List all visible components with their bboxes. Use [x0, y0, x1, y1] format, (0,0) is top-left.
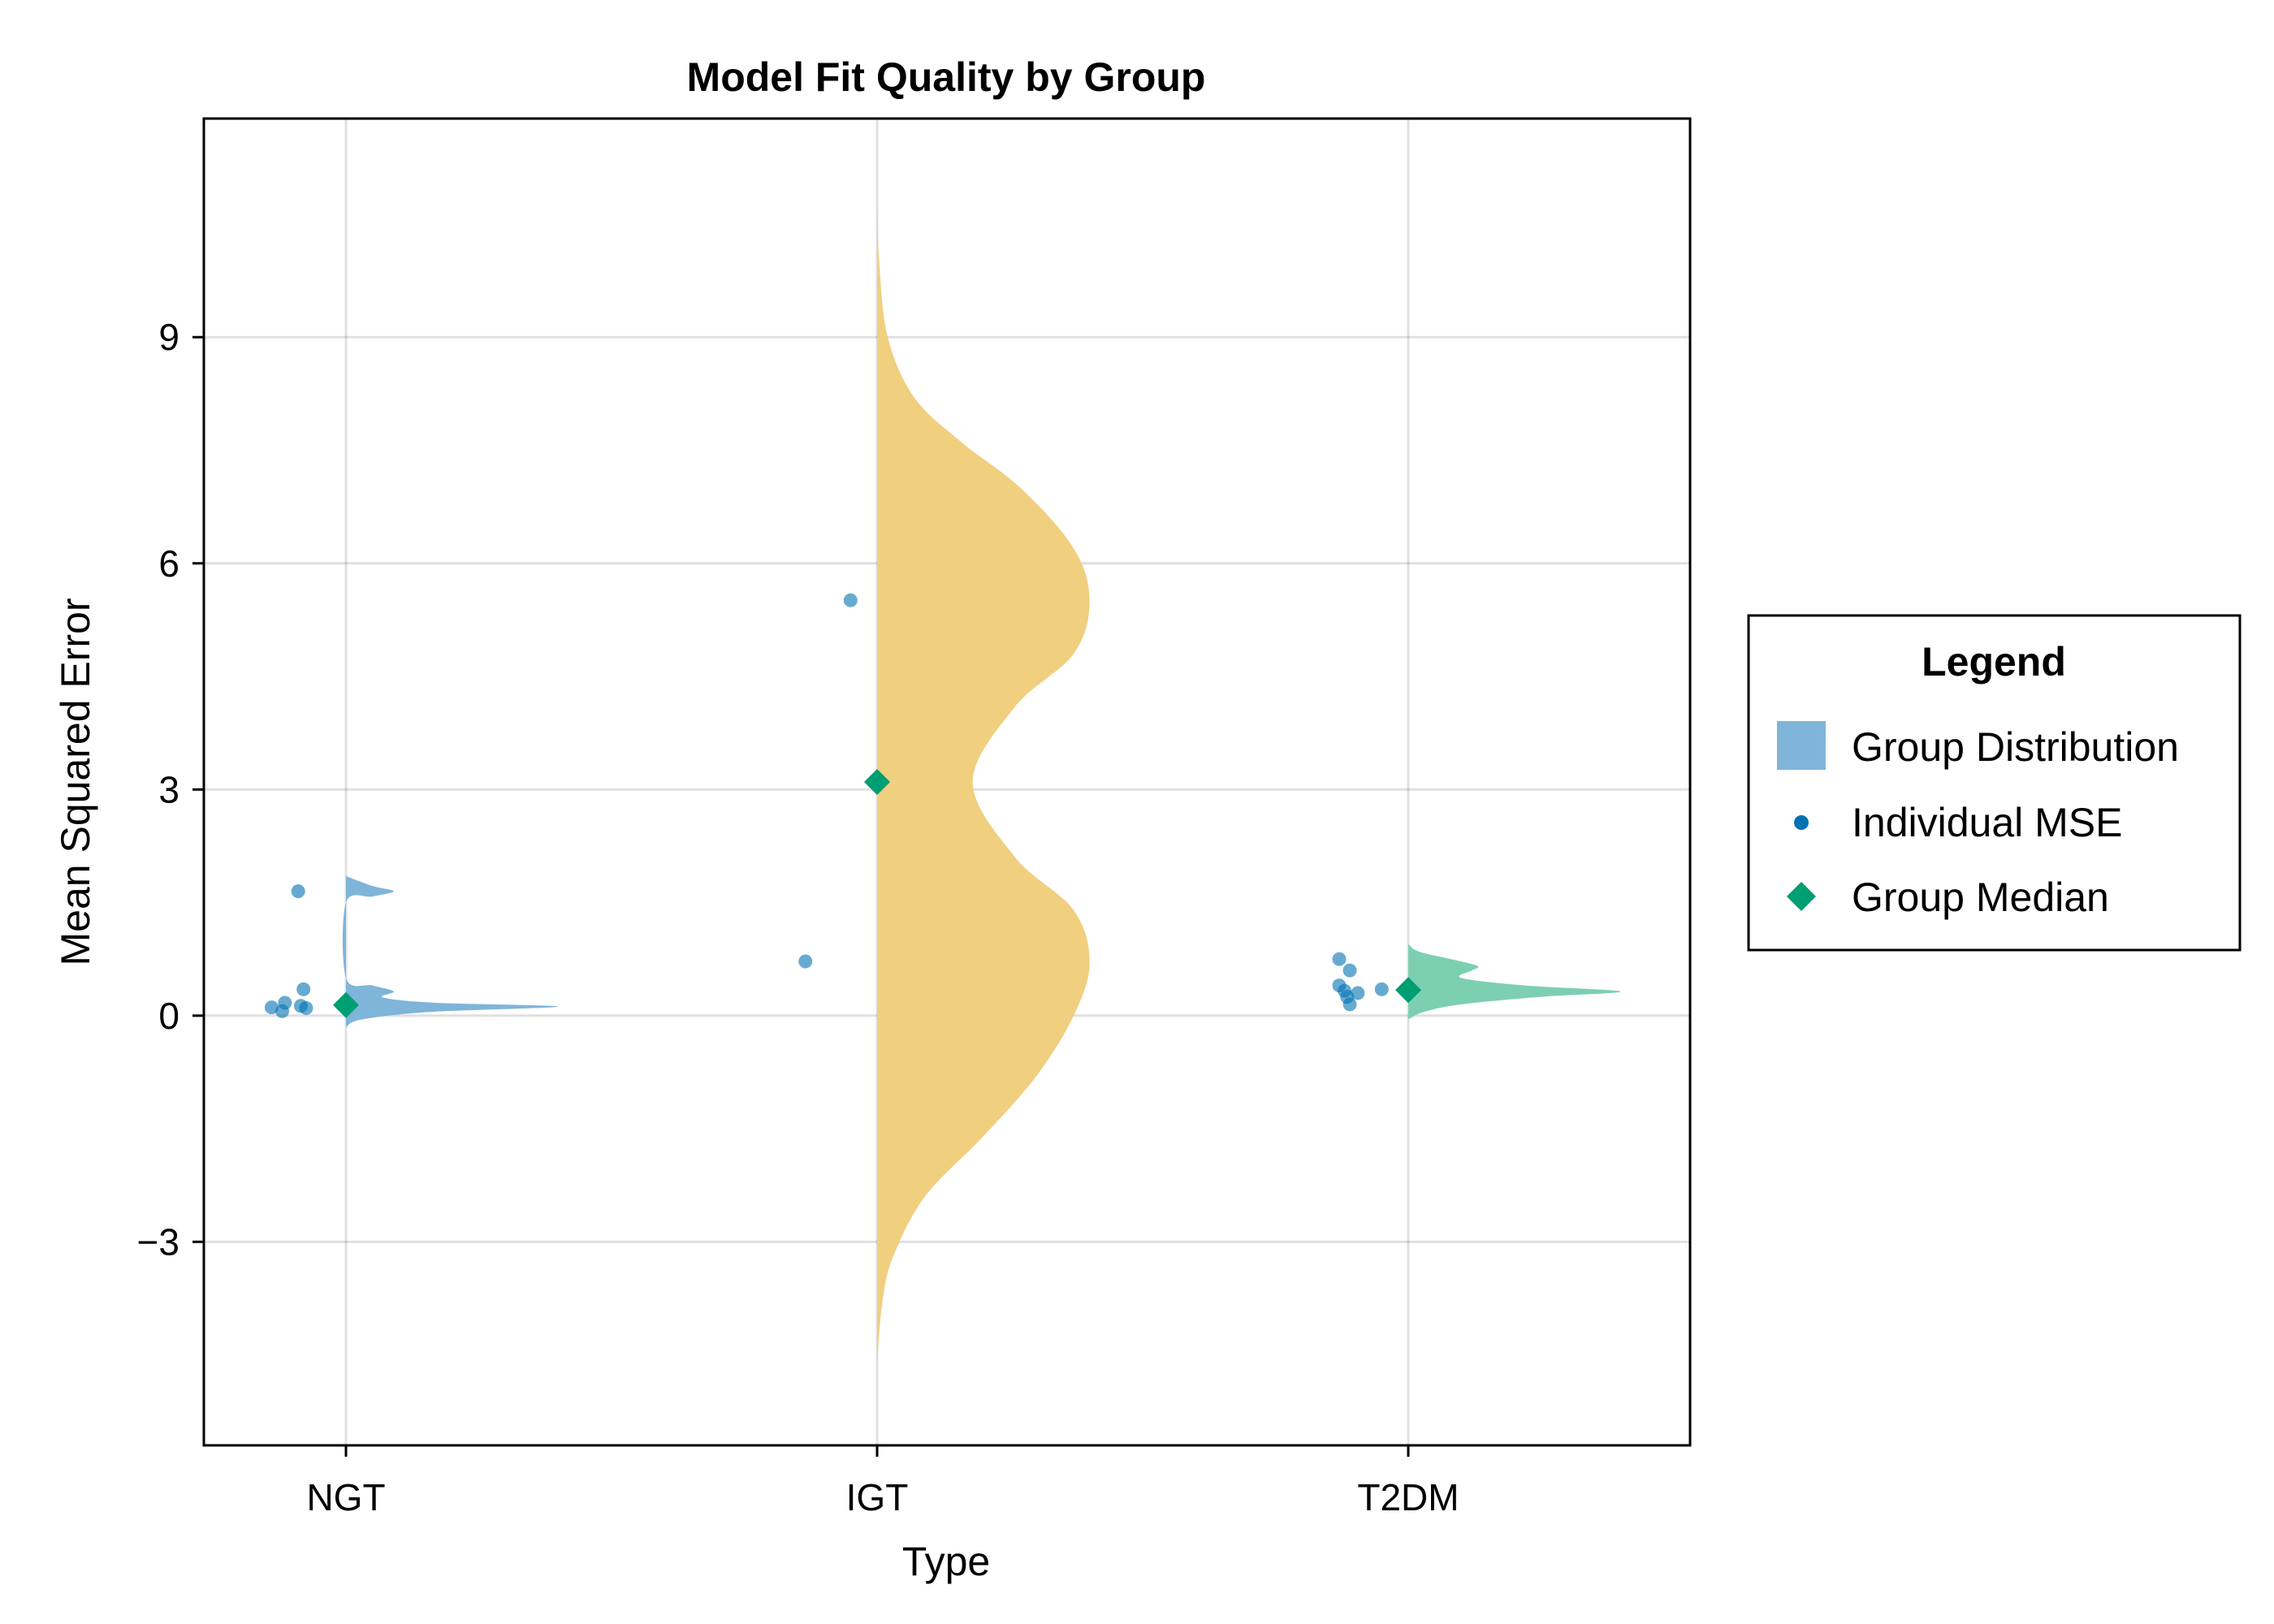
violin-t2dm — [1408, 944, 1621, 1020]
individual-mse-point — [296, 982, 311, 996]
y-tick-label: 3 — [158, 768, 179, 810]
x-axis: NGT IGT T2DM — [306, 1445, 1459, 1518]
plot-frame — [202, 117, 1692, 1447]
individual-mse-point — [798, 954, 813, 969]
individual-mse-point — [1342, 963, 1357, 978]
x-tick-label: IGT — [846, 1476, 909, 1518]
y-tick-label: 0 — [158, 995, 179, 1037]
median-layer — [333, 769, 1421, 1018]
individual-mse-point — [843, 593, 858, 607]
violin-layer — [342, 201, 1621, 1363]
chart-title: Model Fit Quality by Group — [687, 54, 1206, 100]
median-marker-t2dm — [1395, 977, 1421, 1004]
legend-label-group-median: Group Median — [1852, 875, 2109, 920]
median-marker-igt — [864, 769, 890, 795]
y-axis: −3 0 3 6 9 — [137, 316, 204, 1263]
individual-mse-point — [1342, 997, 1357, 1012]
individual-mse-point — [1351, 986, 1365, 1000]
legend-patch-swatch — [1777, 721, 1826, 770]
individual-mse-point — [1332, 952, 1347, 966]
individual-mse-point — [299, 1001, 313, 1016]
x-tick-label: NGT — [306, 1476, 385, 1518]
y-tick-label: 6 — [158, 542, 179, 585]
legend-diamond-swatch — [1787, 882, 1816, 911]
legend-label-group-distribution: Group Distribution — [1852, 724, 2179, 770]
legend-label-individual-mse: Individual MSE — [1852, 800, 2123, 845]
legend-dot-swatch — [1794, 815, 1809, 830]
x-axis-label: Type — [902, 1539, 990, 1584]
individual-mse-point — [264, 1000, 279, 1015]
median-marker-ngt — [333, 991, 359, 1018]
points-layer — [264, 593, 1389, 1018]
y-tick-label: 9 — [158, 316, 179, 358]
individual-mse-point — [278, 996, 292, 1010]
y-tick-label: −3 — [137, 1220, 179, 1263]
violin-ngt — [342, 876, 559, 1027]
individual-mse-point — [1374, 982, 1389, 996]
individual-mse-point — [291, 884, 305, 899]
y-axis-label: Mean Squared Error — [53, 598, 98, 965]
legend-title: Legend — [1922, 639, 2066, 685]
legend: Legend Group Distribution Individual MSE… — [1747, 614, 2242, 952]
legend-box — [1747, 614, 2242, 952]
violin-igt — [877, 201, 1090, 1363]
x-tick-label: T2DM — [1357, 1476, 1459, 1518]
